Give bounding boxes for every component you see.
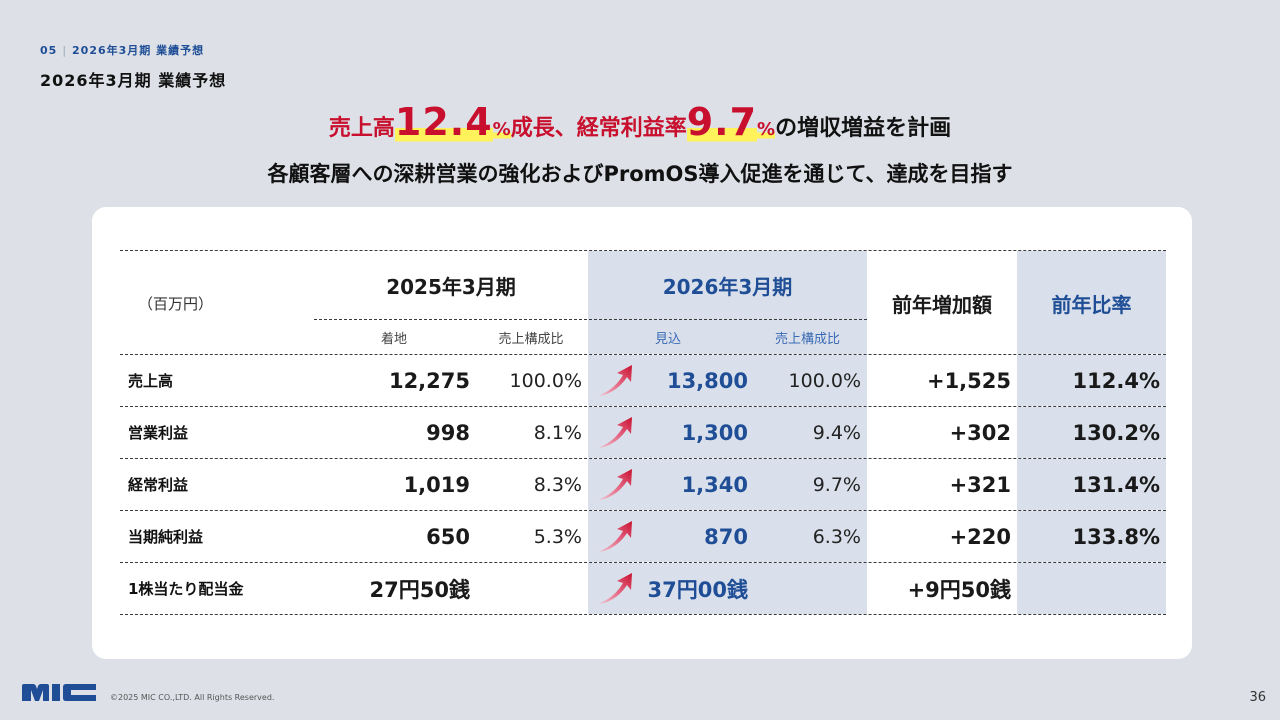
breadcrumb-number: 05 (40, 44, 58, 57)
header-divider (314, 319, 867, 320)
cell-diff: +1,525 (926, 368, 1011, 393)
headline-growth-unit: % (492, 119, 511, 140)
headline-growth-value: 12.4 (394, 100, 493, 144)
row-label: 経常利益 (128, 476, 189, 494)
yoy-ratio-shade (1017, 563, 1166, 614)
cell-ar: 5.3% (533, 525, 582, 548)
fy2026-ratio-header: 売上構成比 (774, 332, 840, 347)
cell-ar: 8.3% (533, 473, 582, 496)
cell-br: 9.7% (812, 473, 861, 496)
breadcrumb: 05 | 2026年3月期 業績予想 (40, 42, 204, 58)
cell-ratio: 130.2% (1072, 420, 1160, 445)
yoy-ratio-shade (1017, 459, 1166, 510)
cell-a: 650 (426, 524, 470, 549)
yoy-ratio-shade (1017, 407, 1166, 458)
fy2025-actual-header: 着地 (380, 332, 407, 347)
cell-a: 998 (426, 420, 470, 445)
row-label: 1株当たり配当金 (128, 580, 244, 598)
cell-diff: +302 (949, 420, 1011, 445)
row-label: 売上高 (128, 372, 174, 390)
cell-ratio: 133.8% (1072, 524, 1160, 549)
table-row: 1株当たり配当金 27円50銭 37円00銭 +9円50銭 (120, 563, 1166, 615)
breadcrumb-label: 2026年3月期 業績予想 (72, 44, 205, 57)
fy2025-header: 2025年3月期 (386, 274, 516, 299)
headline-part-1: 売上高 (328, 116, 395, 141)
cell-a: 12,275 (388, 368, 470, 393)
fy2026-shade (588, 563, 867, 614)
unit-label: （百万円） (138, 295, 214, 313)
cell-a: 27円50銭 (369, 577, 470, 602)
copyright: ©2025 MIC CO.,LTD. All Rights Reserved. (110, 693, 275, 702)
cell-ar: 8.1% (533, 421, 582, 444)
yoy-ratio-header: 前年比率 (1051, 293, 1132, 317)
table-row: 当期純利益 650 5.3% 870 6.3% +220 133.8% (120, 511, 1166, 563)
cell-ar: 100.0% (509, 369, 582, 392)
fy2026-shade (588, 407, 867, 458)
cell-ar (474, 563, 588, 614)
cell-b: 37円00銭 (647, 577, 748, 602)
table-row: 売上高 12,275 100.0% 13,800 100.0% +1,525 112.4% (120, 355, 1166, 407)
headline: 売上高12.4%成長、経常利益率9.7%の増収増益を計画 (0, 100, 1280, 144)
table-row: 経常利益 1,019 8.3% 1,340 9.7% +321 131.4% (120, 459, 1166, 511)
row-label: 営業利益 (128, 424, 189, 442)
cell-br: 6.3% (812, 525, 861, 548)
table-row: 営業利益 998 8.1% 1,300 9.4% +302 130.2% (120, 407, 1166, 459)
headline-part-2: 成長、経常利益率 (510, 116, 687, 141)
yoy-ratio-shade (1017, 355, 1166, 406)
fy2026-shade (588, 251, 867, 354)
forecast-table: （百万円） 2025年3月期 着地 売上構成比 2026年3月期 見込 売上構成… (120, 250, 1166, 615)
yoy-diff-header: 前年増加額 (892, 293, 992, 317)
mic-logo (21, 683, 97, 703)
trend-up-arrow-icon (598, 521, 632, 552)
trend-up-arrow-icon (598, 417, 632, 448)
cell-diff: +220 (949, 524, 1011, 549)
cell-ratio: 131.4% (1072, 472, 1160, 497)
page-title: 2026年3月期 業績予想 (40, 71, 227, 90)
table-header-row: （百万円） 2025年3月期 着地 売上構成比 2026年3月期 見込 売上構成… (120, 250, 1166, 355)
cell-b: 870 (704, 524, 748, 549)
fy2025-ratio-header: 売上構成比 (498, 332, 564, 347)
cell-diff: +9円50銭 (907, 577, 1011, 602)
trend-up-arrow-icon (598, 573, 632, 604)
cell-diff: +321 (949, 472, 1011, 497)
cell-b: 1,340 (681, 472, 748, 497)
cell-ratio: 112.4% (1072, 368, 1160, 393)
forecast-card: （百万円） 2025年3月期 着地 売上構成比 2026年3月期 見込 売上構成… (92, 207, 1192, 659)
fy2026-shade (588, 459, 867, 510)
cell-a: 1,019 (403, 472, 470, 497)
headline-part-3: の増収増益を計画 (775, 116, 952, 141)
cell-b: 1,300 (681, 420, 748, 445)
cell-b: 13,800 (666, 368, 748, 393)
cell-br: 9.4% (812, 421, 861, 444)
cell-br: 100.0% (788, 369, 861, 392)
headline-margin-value: 9.7 (686, 100, 758, 144)
page-number: 36 (1249, 690, 1266, 705)
cell-br (748, 563, 867, 614)
cell-ratio (1017, 563, 1166, 614)
headline-margin-unit: % (757, 119, 776, 140)
fy2026-forecast-header: 見込 (654, 332, 681, 347)
yoy-ratio-shade (1017, 511, 1166, 562)
trend-up-arrow-icon (598, 365, 632, 396)
breadcrumb-separator: | (62, 44, 68, 57)
fy2026-shade (588, 355, 867, 406)
row-label: 当期純利益 (128, 528, 204, 546)
yoy-ratio-shade (1017, 251, 1166, 354)
table-body: 売上高 12,275 100.0% 13,800 100.0% +1,525 112.4% 営… (120, 355, 1166, 615)
trend-up-arrow-icon (598, 469, 632, 500)
fy2026-header: 2026年3月期 (662, 274, 793, 299)
subheadline: 各顧客層への深耕営業の強化およびPromOS導入促進を通じて、達成を目指す (267, 162, 1013, 186)
fy2026-shade (588, 511, 867, 562)
